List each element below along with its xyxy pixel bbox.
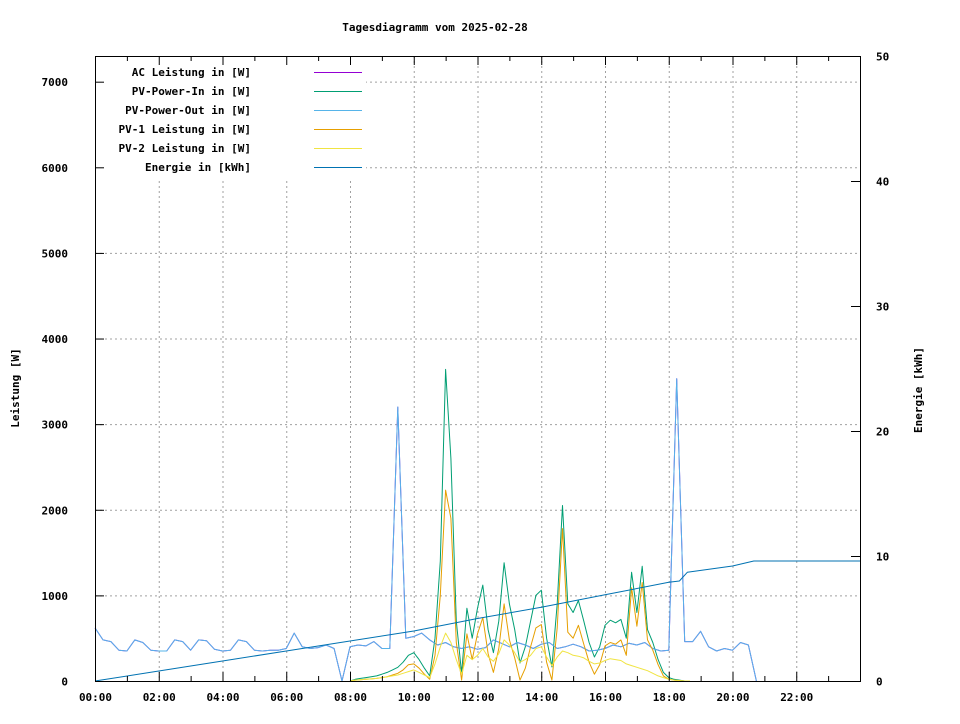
y-axis-label: Leistung [W] [9,348,22,427]
y-tick-label: 4000 [42,333,69,346]
y-tick-label: 6000 [42,162,69,175]
legend-label: Energie in [kWh] [145,161,251,174]
axes: 00:00 02:00 04:00 06:00 08:00 10:00 12:00 14:00… [42,51,890,705]
y2-tick-label: 20 [876,426,889,439]
legend-label: PV-1 Leistung in [W] [119,123,251,136]
y2-tick-label: 0 [876,676,883,689]
y2-axis-label: Energie [kWh] [912,347,925,433]
x-tick-label: 20:00 [716,691,749,704]
y2-tick-label: 40 [876,176,889,189]
series-group [94,368,860,682]
x-tick-label: 02:00 [143,691,176,704]
legend-label: AC Leistung in [W] [132,66,251,79]
y-tick-label: 3000 [42,419,69,432]
y-tick-label: 2000 [42,504,69,517]
x-tick-label: 04:00 [206,691,239,704]
plot-border [95,56,861,682]
legend: AC Leistung in [W] PV-Power-In in [W] PV-P… [96,57,366,179]
x-tick-label: 08:00 [334,691,367,704]
series-line-5 [349,632,690,682]
y2-tick-label: 30 [876,301,889,314]
x-tick-label: 10:00 [398,691,431,704]
y-tick-label: 1000 [42,590,69,603]
legend-label: PV-Power-Out in [W] [125,104,251,117]
x-tick-label: 18:00 [653,691,686,704]
series-line-4 [349,489,690,682]
x-tick-label: 16:00 [589,691,622,704]
y2-tick-label: 10 [876,551,889,564]
chart-title: Tagesdiagramm vom 2025-02-28 [342,21,527,34]
legend-background [96,57,366,179]
y-tick-label: 7000 [42,76,69,89]
grid [95,56,860,681]
series-line-2 [349,368,690,682]
legend-label: PV-Power-In in [W] [132,85,251,98]
x-tick-label: 00:00 [79,691,112,704]
series-line-3 [94,378,757,682]
y2-tick-label: 50 [876,51,889,64]
legend-label: PV-2 Leistung in [W] [119,142,251,155]
series-line-6 [94,560,860,682]
y-tick-label: 5000 [42,247,69,260]
y-tick-label: 0 [61,676,68,689]
x-tick-label: 14:00 [525,691,558,704]
x-tick-label: 06:00 [270,691,303,704]
x-tick-label: 22:00 [780,691,813,704]
x-tick-label: 12:00 [461,691,494,704]
